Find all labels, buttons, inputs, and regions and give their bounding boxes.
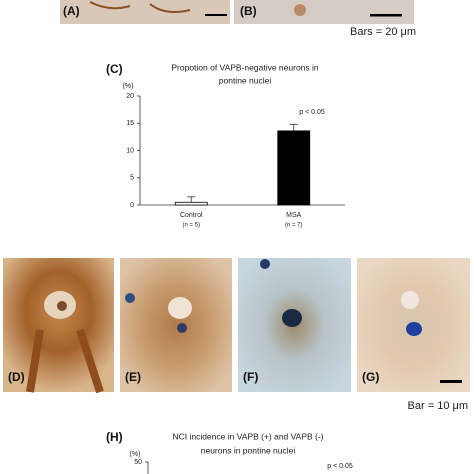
scale-note: Bars = 20 μm [350,26,416,38]
scale-note: Bar = 10 μm [408,400,468,412]
x-tick-label: MSA [286,212,302,219]
image-b [234,0,414,24]
x-tick-label: Control [180,212,203,219]
bar [174,201,208,206]
panel-label: (F) [243,370,258,384]
y-unit: (%) [123,83,134,90]
chart-title: Propotion of VAPB-negative neurons in [171,62,319,72]
x-tick-note: (n = 5) [182,223,200,229]
y-unit: (%) [130,451,141,458]
panel-label: (B) [240,4,257,18]
panel-label: (C) [106,62,123,76]
chart-title: NCI incidence in VAPB (+) and VAPB (-) [172,431,323,441]
y-tick-label: 20 [126,93,134,100]
x-tick-note: (n = 7) [285,223,303,229]
panel-label: (E) [125,370,141,384]
y-tick-label: 0 [130,202,134,209]
chart-title: pontine nuclei [219,75,272,85]
image-e [120,258,232,392]
annotation: p < 0.05 [299,109,325,116]
chart-title: neurons in pontine nuclei [201,445,296,455]
panel-label: (H) [106,430,123,444]
panel-label: (D) [8,370,25,384]
bar [277,130,311,206]
panel-label: (A) [63,4,80,18]
y-tick-label: 5 [130,175,134,182]
y-tick-label: 15 [126,120,134,127]
panel-label: (G) [362,370,379,384]
image-a [60,0,230,24]
annotation: p < 0.05 [327,463,353,470]
y-tick-label: 50 [134,459,142,466]
y-tick-label: 10 [126,147,134,154]
